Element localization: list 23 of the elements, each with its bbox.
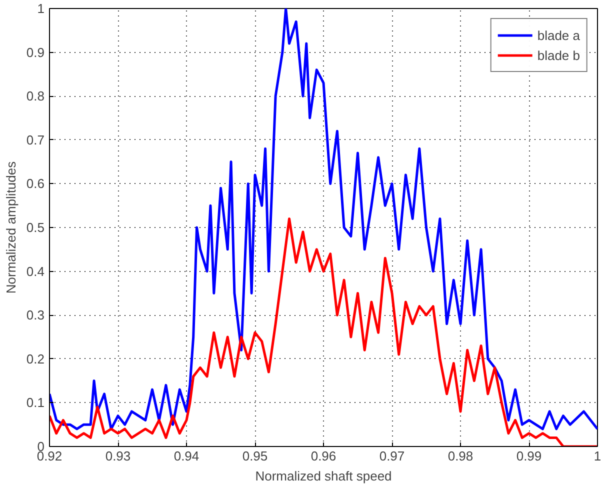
- y-tick-label: 0.1: [26, 395, 45, 410]
- x-tick-label: 0.96: [310, 448, 336, 464]
- legend-label: blade b: [537, 48, 580, 62]
- x-tick-label: 1: [594, 448, 602, 464]
- y-tick-label: 0.5: [26, 220, 45, 235]
- y-tick-label: 1: [37, 1, 45, 16]
- x-tick-label: 0.94: [174, 448, 200, 464]
- legend-label: blade a: [537, 28, 580, 42]
- x-tick-label: 0.98: [448, 448, 474, 464]
- line-series: [50, 8, 598, 430]
- y-axis-title: Normalized amplitudes: [3, 160, 18, 294]
- y-tick-label: 0.7: [26, 132, 45, 148]
- x-tick-label: 0.97: [379, 448, 405, 464]
- y-tick-label: 0.6: [26, 176, 45, 192]
- y-tick-label: 0.3: [26, 308, 45, 323]
- x-tick-label: 0.95: [242, 448, 268, 464]
- y-tick-label: 0.9: [26, 44, 45, 60]
- y-tick-label: 0.8: [26, 88, 45, 104]
- y-tick-label: 0.2: [26, 351, 45, 366]
- x-tick-label: 0.93: [105, 448, 131, 464]
- y-tick-label: 0.4: [26, 264, 45, 279]
- x-axis-title: Normalized shaft speed: [255, 468, 392, 484]
- x-tick-label: 0.99: [516, 448, 542, 464]
